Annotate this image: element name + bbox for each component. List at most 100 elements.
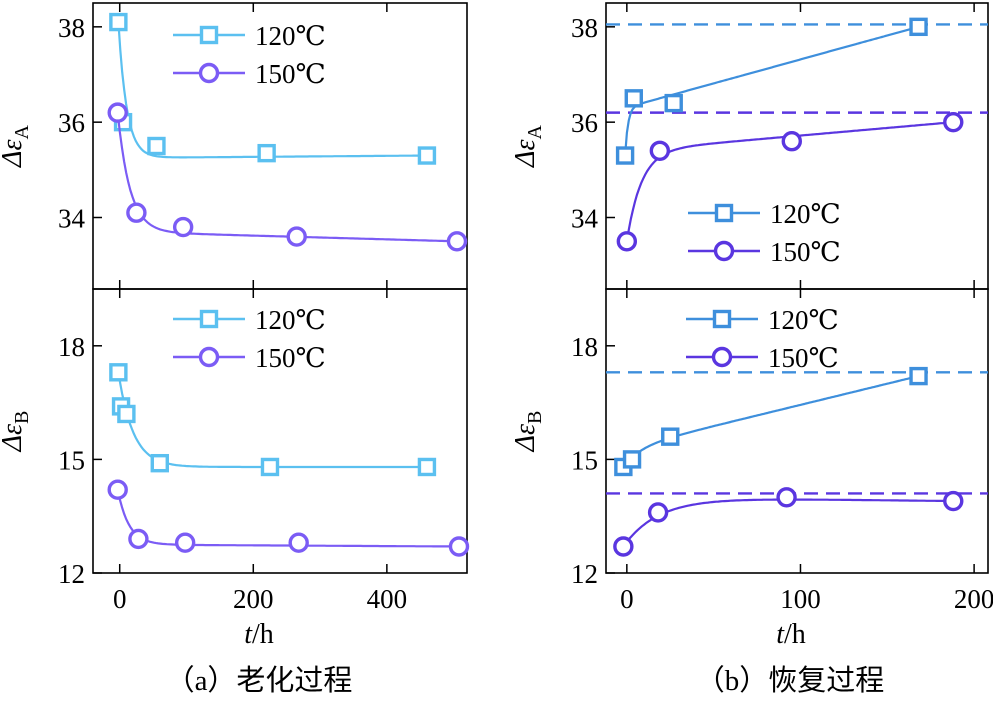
legend-marker-150 — [713, 240, 735, 262]
data-point-150 — [776, 487, 797, 508]
y-axis-title-main: Δε — [0, 424, 28, 452]
legend: 120℃ 150℃ — [688, 199, 841, 267]
series-line-120 — [622, 375, 919, 468]
y-axis-title-main: Δε — [510, 424, 541, 452]
legend: 120℃ 150℃ — [686, 305, 839, 373]
data-point-150 — [647, 502, 669, 523]
x-axis-title-a-unit: /h — [252, 619, 274, 650]
y-axis-title: ΔεB — [510, 411, 546, 453]
data-point-120 — [624, 89, 643, 108]
chart-aging-A: 34 36 38 ΔεA 120℃ 150℃ — [0, 2, 468, 290]
y-axis-title: ΔεA — [0, 124, 33, 167]
chart-recovery-B: 12 15 18 0 100 200 ΔεB 120℃ 150℃ — [510, 288, 993, 614]
legend: 120℃ 150℃ — [173, 21, 326, 89]
x-axis-title-b-var: t — [776, 619, 785, 650]
data-point-150 — [616, 231, 638, 252]
y-tick-label: 34 — [571, 204, 599, 234]
x-axis-title-b-unit: /h — [784, 619, 806, 650]
data-point-150 — [448, 536, 470, 557]
data-point-150 — [126, 202, 147, 223]
data-point-120 — [109, 12, 128, 32]
y-axis-title-main: Δε — [510, 139, 541, 167]
data-point-150 — [286, 226, 307, 247]
y-tick-label: 12 — [571, 559, 598, 589]
legend-label-150: 150℃ — [255, 343, 326, 373]
plot-frame — [92, 288, 468, 574]
series-line-150 — [116, 489, 459, 548]
legend-label-150: 150℃ — [770, 237, 841, 267]
y-axis-title: ΔεB — [0, 411, 33, 453]
y-axis-title-sub: B — [11, 411, 33, 424]
series-line-120 — [624, 25, 919, 156]
y-tick-label: 15 — [571, 445, 598, 475]
legend-marker-120 — [714, 203, 734, 223]
data-point-150 — [107, 102, 128, 123]
data-point-120 — [909, 17, 928, 37]
y-tick-label: 38 — [571, 13, 598, 43]
series-line-150 — [116, 112, 457, 243]
data-point-120 — [664, 93, 683, 113]
legend-label-120: 120℃ — [255, 21, 326, 51]
data-point-150 — [446, 231, 468, 252]
legend-label-120: 120℃ — [770, 199, 841, 229]
data-point-150 — [172, 216, 194, 238]
y-axis-title-sub: B — [524, 411, 546, 424]
data-point-150 — [943, 490, 964, 512]
data-point-150 — [288, 532, 309, 553]
chart-recovery-A: 34 36 38 ΔεA 120℃ 150℃ — [510, 2, 989, 290]
legend-marker-150 — [198, 62, 220, 84]
caption-b: （b）恢复过程 — [696, 664, 885, 697]
data-point-150 — [943, 111, 964, 133]
data-point-120 — [909, 366, 928, 386]
data-point-120 — [260, 457, 280, 477]
data-point-150 — [174, 532, 196, 553]
svg-text:t/h: t/h — [776, 619, 806, 650]
x-tick-label: 100 — [780, 584, 821, 614]
data-point-120 — [417, 146, 437, 165]
x-axis-title-a-var: t — [244, 619, 253, 650]
data-point-150 — [781, 131, 802, 152]
data-point-150 — [107, 479, 128, 500]
data-point-120 — [109, 363, 128, 382]
legend-marker-150 — [198, 346, 220, 368]
x-axis-title-b: t/h — [776, 619, 806, 650]
data-point-120 — [417, 457, 437, 477]
y-tick-label: 18 — [58, 332, 85, 362]
data-point-120 — [661, 427, 680, 446]
data-point-150 — [613, 536, 634, 557]
data-point-150 — [128, 528, 149, 550]
legend-marker-120 — [199, 309, 219, 329]
legend-marker-120 — [199, 25, 219, 45]
data-point-120 — [150, 453, 169, 473]
legend-marker-150 — [711, 346, 733, 368]
legend-marker-120 — [712, 309, 732, 329]
data-point-120 — [117, 404, 136, 424]
x-tick-label: 0 — [113, 584, 127, 614]
svg-text:t/h: t/h — [244, 619, 274, 650]
data-point-120 — [257, 143, 276, 163]
data-point-120 — [615, 146, 635, 165]
legend-label-120: 120℃ — [768, 305, 839, 335]
legend-label-120: 120℃ — [255, 305, 326, 335]
y-axis-title-main: Δε — [0, 139, 28, 167]
y-tick-label: 12 — [58, 559, 85, 589]
y-tick-label: 36 — [571, 108, 598, 138]
y-axis-title-sub: A — [11, 124, 33, 139]
y-axis-title: ΔεA — [510, 124, 546, 167]
y-tick-label: 15 — [58, 445, 85, 475]
legend-label-150: 150℃ — [255, 59, 326, 89]
legend-label-150: 150℃ — [768, 343, 839, 373]
plot-frame — [605, 288, 989, 574]
legend: 120℃ 150℃ — [173, 305, 326, 373]
x-axis-title-a: t/h — [244, 619, 274, 650]
data-point-150 — [649, 140, 671, 161]
y-tick-label: 34 — [58, 204, 86, 234]
y-tick-label: 38 — [58, 13, 85, 43]
y-tick-label: 18 — [571, 332, 598, 362]
y-tick-label: 36 — [58, 108, 85, 138]
y-axis-title-sub: A — [524, 124, 546, 139]
data-point-120 — [622, 450, 642, 469]
x-tick-label: 0 — [620, 584, 634, 614]
